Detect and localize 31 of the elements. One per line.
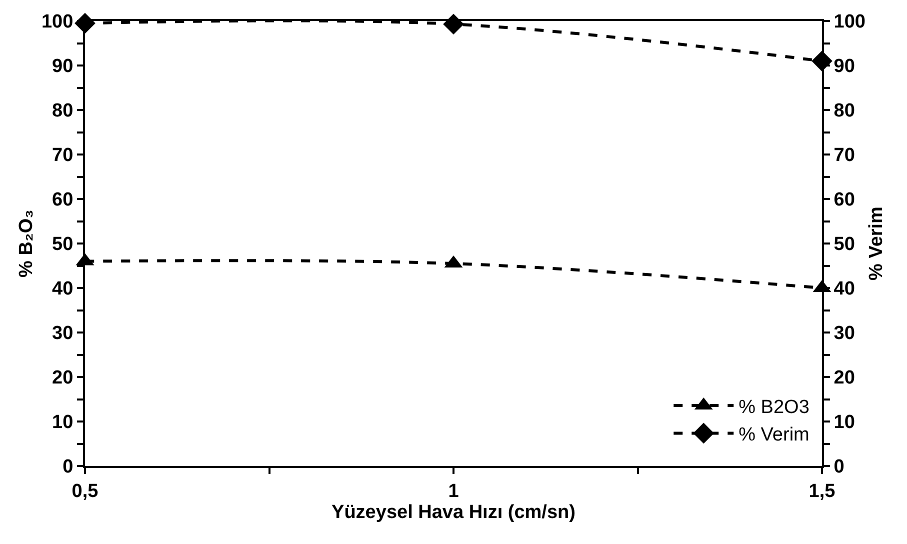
- x-axis-title: Yüzeysel Hava Hızı (cm/sn): [332, 502, 576, 523]
- y2-tick-label: 40: [834, 278, 855, 300]
- y-tick-label: 90: [52, 56, 74, 78]
- y-tick-label: 100: [41, 12, 74, 33]
- y2-tick-label: 20: [834, 368, 855, 389]
- y2-tick-label: 50: [834, 234, 855, 256]
- y2-tick-label: 90: [834, 56, 855, 78]
- y-tick-label: 0: [62, 456, 74, 478]
- y2-tick-label: 30: [834, 323, 855, 344]
- y2-tick-label: 60: [834, 190, 855, 211]
- y2-tick-label: 80: [834, 100, 855, 122]
- y-axis-title: % B₂O₃: [16, 210, 37, 278]
- y-tick-label: 40: [52, 278, 74, 300]
- y2-tick-label: 70: [834, 145, 855, 166]
- y2-tick-label: 100: [834, 12, 866, 33]
- x-tick-label: 0,5: [72, 480, 99, 502]
- x-tick-label: 1,5: [808, 480, 836, 502]
- point: [443, 14, 464, 35]
- legend-label: % Verim: [738, 424, 810, 446]
- y-tick-label: 30: [52, 323, 74, 344]
- y-tick-label: 10: [52, 412, 74, 434]
- legend-label: % B2O3: [738, 396, 810, 418]
- y-tick-label: 70: [52, 145, 74, 166]
- y2-tick-label: 0: [834, 456, 844, 478]
- y-tick-label: 50: [52, 234, 74, 256]
- y-tick-label: 80: [52, 100, 74, 122]
- y-tick-label: 60: [52, 190, 74, 211]
- y-tick-label: 20: [52, 368, 74, 389]
- y2-tick-label: 10: [834, 412, 855, 434]
- y2-axis-title: % Verim: [866, 206, 887, 280]
- x-tick-label: 1: [448, 480, 460, 502]
